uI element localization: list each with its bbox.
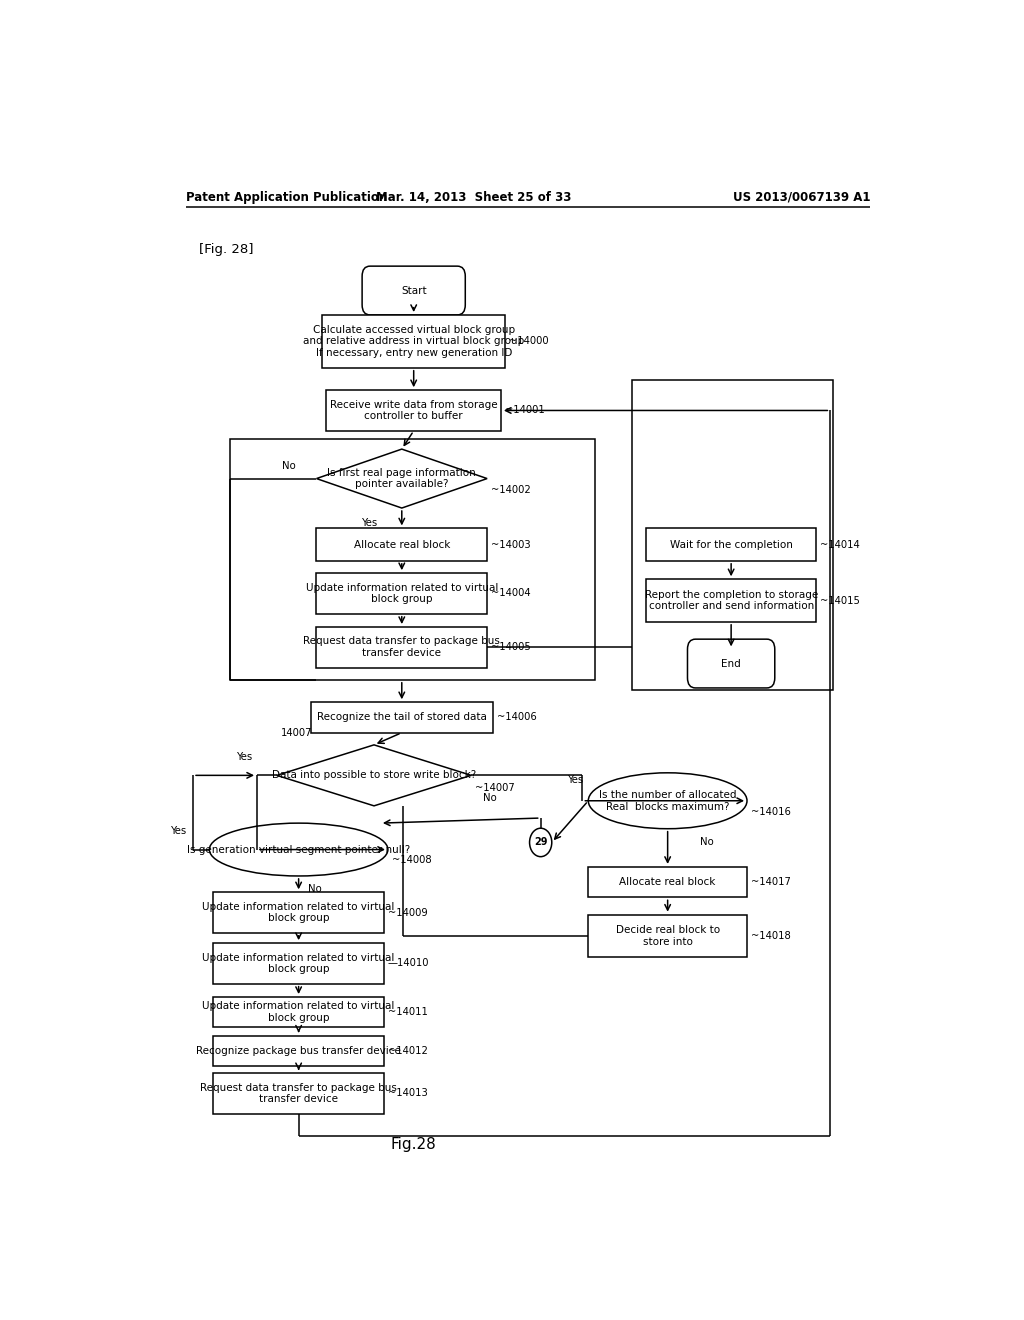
Text: ~14017: ~14017 xyxy=(751,876,791,887)
Text: ~14005: ~14005 xyxy=(492,643,530,652)
Text: ~14001: ~14001 xyxy=(505,405,545,416)
Text: ~14015: ~14015 xyxy=(820,595,860,606)
FancyBboxPatch shape xyxy=(213,1073,384,1114)
Text: ~14000: ~14000 xyxy=(509,337,549,346)
Text: ~14003: ~14003 xyxy=(492,540,530,549)
FancyBboxPatch shape xyxy=(213,997,384,1027)
Text: Is first real page information
pointer available?: Is first real page information pointer a… xyxy=(328,467,476,490)
FancyBboxPatch shape xyxy=(310,702,494,733)
FancyBboxPatch shape xyxy=(588,915,748,957)
FancyBboxPatch shape xyxy=(327,391,501,430)
Text: [Fig. 28]: [Fig. 28] xyxy=(200,243,254,256)
Text: Mar. 14, 2013  Sheet 25 of 33: Mar. 14, 2013 Sheet 25 of 33 xyxy=(376,190,571,203)
Text: Patent Application Publication: Patent Application Publication xyxy=(186,190,387,203)
Ellipse shape xyxy=(588,772,748,829)
Text: ~14007: ~14007 xyxy=(475,783,515,792)
Text: Allocate real block: Allocate real block xyxy=(353,540,450,549)
Text: End: End xyxy=(721,659,741,668)
Text: Data into possible to store write block?: Data into possible to store write block? xyxy=(272,771,476,780)
FancyBboxPatch shape xyxy=(646,579,816,622)
Text: Update information related to virtual
block group: Update information related to virtual bl… xyxy=(203,902,395,924)
Text: ~14013: ~14013 xyxy=(388,1089,428,1098)
FancyBboxPatch shape xyxy=(316,627,487,668)
Text: ~14002: ~14002 xyxy=(492,486,530,495)
Text: ~14008: ~14008 xyxy=(392,855,431,865)
Text: 29: 29 xyxy=(534,837,548,847)
Text: Wait for the completion: Wait for the completion xyxy=(670,540,793,549)
Text: No: No xyxy=(282,462,296,471)
Text: ~14011: ~14011 xyxy=(388,1007,428,1018)
Text: Allocate real block: Allocate real block xyxy=(620,876,716,887)
Text: Is generation virtual segment pointer null?: Is generation virtual segment pointer nu… xyxy=(187,845,411,854)
Text: Fig.28: Fig.28 xyxy=(391,1137,436,1152)
Text: US 2013/0067139 A1: US 2013/0067139 A1 xyxy=(732,190,870,203)
Text: ~14004: ~14004 xyxy=(492,589,530,598)
Circle shape xyxy=(529,828,552,857)
Ellipse shape xyxy=(209,824,388,876)
Text: Yes: Yes xyxy=(361,519,378,528)
Text: Update information related to virtual
block group: Update information related to virtual bl… xyxy=(203,953,395,974)
Text: Start: Start xyxy=(400,285,427,296)
FancyBboxPatch shape xyxy=(588,867,748,898)
Text: Yes: Yes xyxy=(237,752,253,762)
Text: No: No xyxy=(307,884,322,894)
Text: ~14009: ~14009 xyxy=(388,908,428,917)
FancyBboxPatch shape xyxy=(316,573,487,614)
Text: ~14006: ~14006 xyxy=(497,713,537,722)
Text: Recognize the tail of stored data: Recognize the tail of stored data xyxy=(316,713,486,722)
Text: —14010: —14010 xyxy=(388,958,429,969)
Text: No: No xyxy=(483,793,497,803)
Text: ~14018: ~14018 xyxy=(751,931,791,941)
Text: Yes: Yes xyxy=(171,826,187,837)
FancyBboxPatch shape xyxy=(687,639,775,688)
Polygon shape xyxy=(276,744,471,805)
FancyBboxPatch shape xyxy=(646,528,816,561)
Text: Is the number of allocated
Real  blocks maximum?: Is the number of allocated Real blocks m… xyxy=(599,789,736,812)
FancyBboxPatch shape xyxy=(213,1036,384,1067)
Text: Calculate accessed virtual block group
and relative address in virtual block gro: Calculate accessed virtual block group a… xyxy=(303,325,524,358)
FancyBboxPatch shape xyxy=(213,892,384,933)
FancyBboxPatch shape xyxy=(316,528,487,561)
Text: ~14012: ~14012 xyxy=(388,1045,428,1056)
Text: Request data transfer to package bus
transfer device: Request data transfer to package bus tra… xyxy=(303,636,501,659)
Text: No: No xyxy=(700,837,714,847)
FancyBboxPatch shape xyxy=(323,315,505,368)
Text: Receive write data from storage
controller to buffer: Receive write data from storage controll… xyxy=(330,400,498,421)
Text: Decide real block to
store into: Decide real block to store into xyxy=(615,925,720,946)
Text: Update information related to virtual
block group: Update information related to virtual bl… xyxy=(305,582,498,605)
FancyBboxPatch shape xyxy=(213,942,384,983)
FancyBboxPatch shape xyxy=(362,267,465,315)
Text: Update information related to virtual
block group: Update information related to virtual bl… xyxy=(203,1002,395,1023)
Text: Request data transfer to package bus
transfer device: Request data transfer to package bus tra… xyxy=(200,1082,397,1105)
Text: ~14014: ~14014 xyxy=(820,540,860,549)
Text: Report the completion to storage
controller and send information: Report the completion to storage control… xyxy=(644,590,818,611)
Text: Recognize package bus transfer device: Recognize package bus transfer device xyxy=(197,1045,401,1056)
Text: Yes: Yes xyxy=(568,775,585,785)
Text: 14007: 14007 xyxy=(281,727,312,738)
Text: ~14016: ~14016 xyxy=(751,807,791,817)
Polygon shape xyxy=(316,449,487,508)
